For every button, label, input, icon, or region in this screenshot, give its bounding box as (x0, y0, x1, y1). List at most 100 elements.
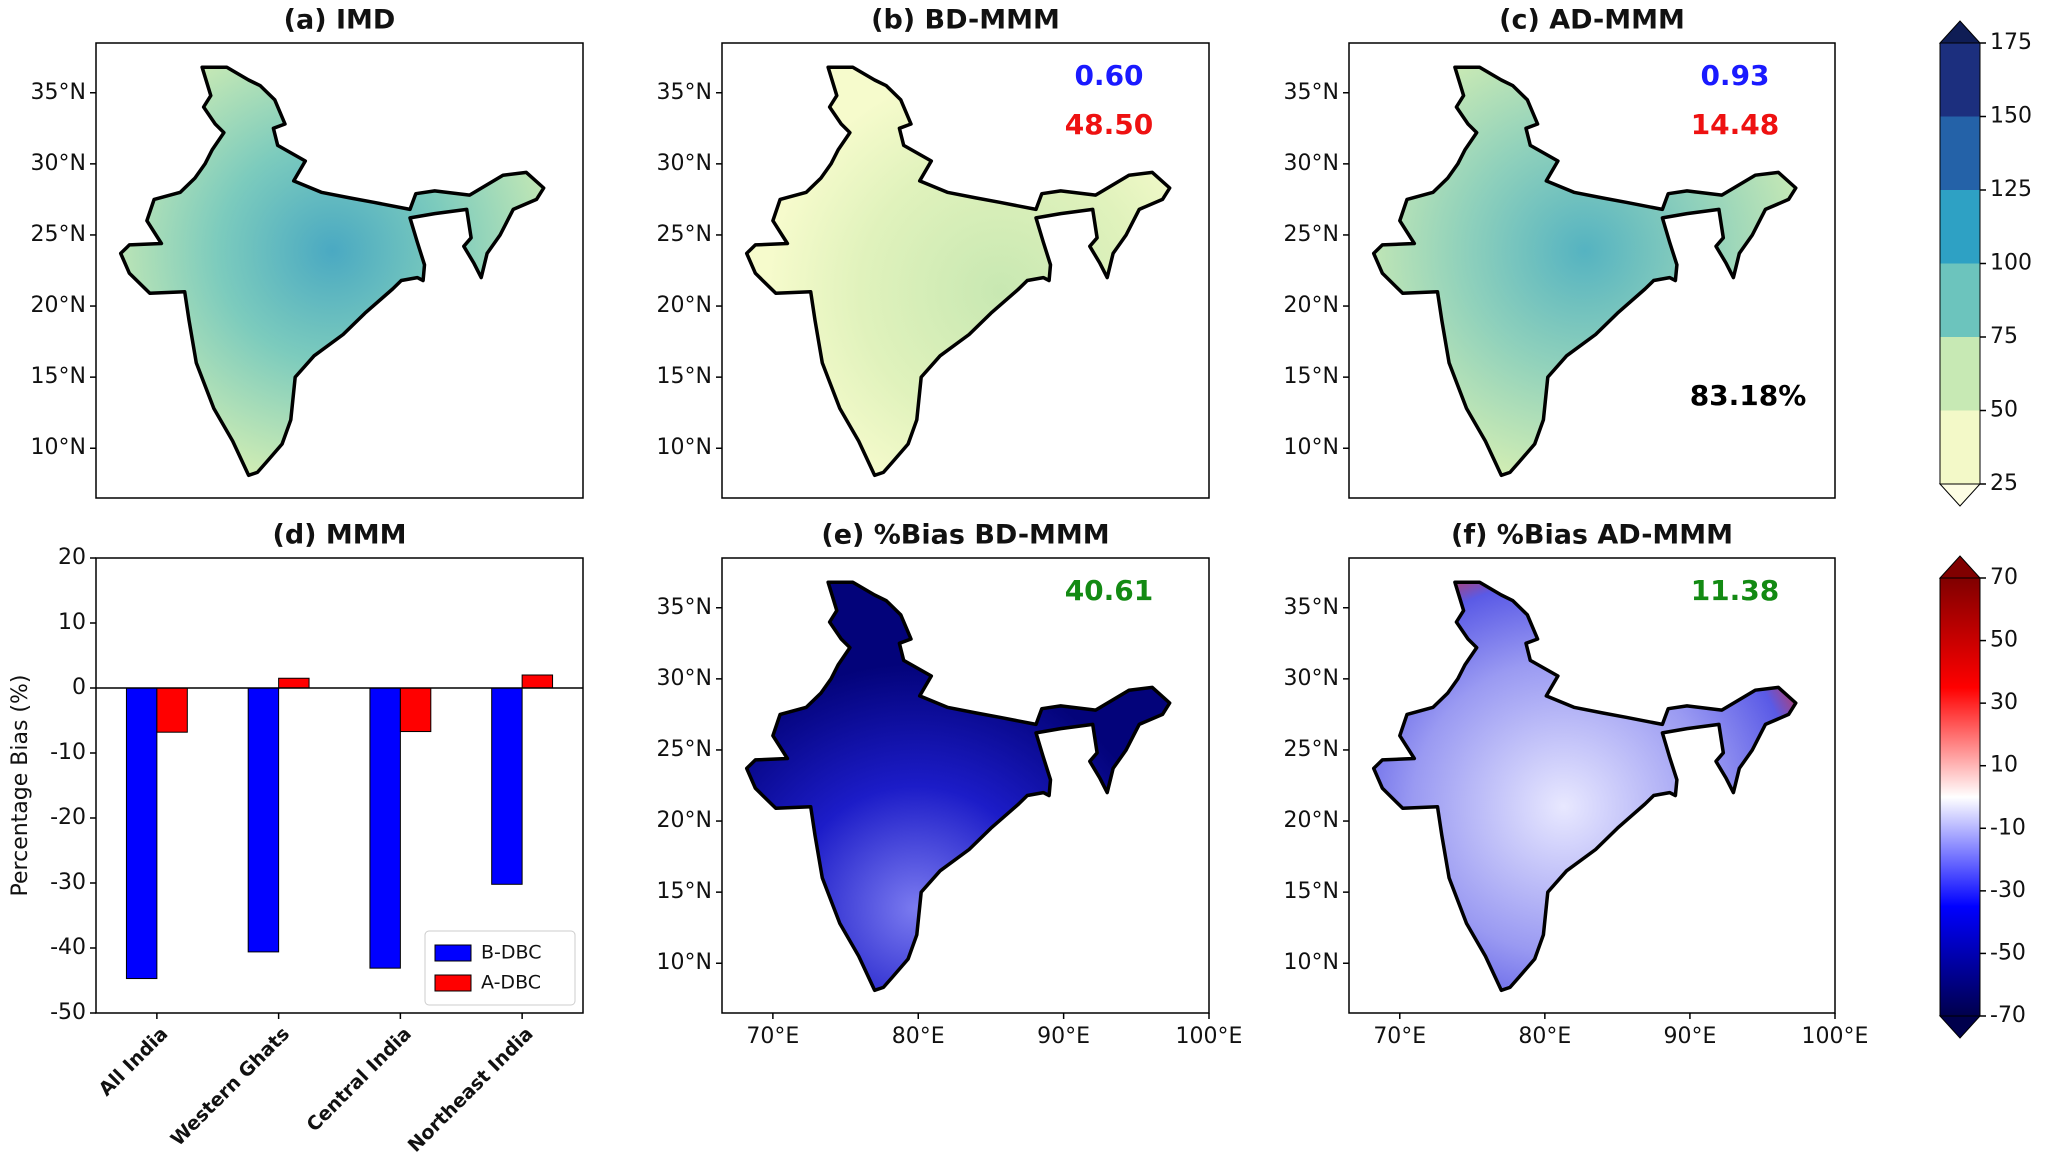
legend-swatch (434, 944, 472, 962)
colorbar-tick-label: 25 (1990, 471, 2018, 496)
bar (399, 687, 432, 733)
axes-frame (721, 42, 1210, 499)
colorbar-tick-label: 175 (1990, 30, 2032, 55)
x-tick-label: Northeast India (404, 1023, 538, 1157)
panel-title: (b) BD-MMM (871, 5, 1060, 36)
colorbar-tick-label: -10 (1990, 815, 2026, 840)
y-tick-label: 20°N (31, 293, 86, 318)
colorbar-extend (1938, 20, 1982, 44)
colorbar-tick-label: 30 (1990, 690, 2018, 715)
colorbar-tick-label: 150 (1990, 104, 2032, 129)
x-tick-label: 70°E (1373, 1024, 1426, 1049)
y-tick-label: 30°N (657, 666, 712, 691)
y-tick-label: 20°N (657, 808, 712, 833)
india-map (744, 580, 1172, 993)
annotation: 83.18% (1690, 379, 1807, 412)
y-tick-label: 35°N (1284, 595, 1339, 620)
annotation: 0.93 (1700, 59, 1769, 92)
x-tick-label: All India (95, 1023, 173, 1101)
colorbar-tick-label: 125 (1990, 177, 2032, 202)
colorbar-tick-label: -70 (1990, 1003, 2026, 1028)
axes-frame (95, 557, 584, 1014)
x-tick-label: 70°E (746, 1024, 799, 1049)
y-tick-label: 20°N (1284, 808, 1339, 833)
bar (125, 687, 158, 980)
india-map (1371, 65, 1798, 478)
panel-title: (f) %Bias AD-MMM (1451, 520, 1733, 551)
y-tick-label: 25°N (1284, 737, 1339, 762)
y-tick-label: 10 (58, 610, 86, 635)
y-tick-label: 30°N (657, 151, 712, 176)
bar (521, 674, 554, 689)
axes-frame (1348, 42, 1836, 499)
bar (491, 687, 523, 885)
bar (369, 687, 401, 969)
colorbar-tick-label: -30 (1990, 878, 2026, 903)
bar (156, 687, 188, 733)
india-map (118, 65, 546, 478)
y-tick-label: 20 (58, 545, 86, 570)
annotation: 0.60 (1074, 59, 1143, 92)
colorbar-tick-label: 70 (1990, 565, 2018, 590)
y-tick-label: 20°N (1284, 293, 1339, 318)
colorbar-tick-label: 10 (1990, 753, 2018, 778)
x-tick-label: 80°E (892, 1024, 945, 1049)
x-tick-label: 80°E (1518, 1024, 1571, 1049)
y-tick-label: 20°N (657, 293, 712, 318)
colorbar-extend (1938, 1015, 1982, 1039)
y-tick-label: -20 (50, 805, 86, 830)
y-tick-label: 15°N (1284, 364, 1339, 389)
panel-title: (c) AD-MMM (1499, 5, 1685, 36)
colorbar-frame (1939, 577, 1981, 1017)
y-tick-label: 10°N (31, 435, 86, 460)
colorbar-extend (1938, 483, 1982, 507)
y-tick-label: 35°N (657, 80, 712, 105)
y-tick-label: 25°N (657, 737, 712, 762)
y-tick-label: 10°N (1284, 950, 1339, 975)
axes-frame (95, 42, 584, 499)
y-tick-label: 0 (72, 675, 86, 700)
y-tick-label: 30°N (1284, 151, 1339, 176)
y-tick-label: 10°N (657, 950, 712, 975)
y-tick-label: 35°N (657, 595, 712, 620)
colorbar-tick-label: 50 (1990, 398, 2018, 423)
y-tick-label: 10°N (1284, 435, 1339, 460)
x-tick-label: 100°E (1176, 1024, 1243, 1049)
y-tick-label: -50 (50, 1000, 86, 1025)
y-tick-label: 15°N (657, 364, 712, 389)
legend-swatch (434, 974, 472, 992)
bar (247, 687, 280, 953)
y-tick-label: 25°N (31, 222, 86, 247)
x-tick-label: 90°E (1663, 1024, 1716, 1049)
colorbar-ramp (1940, 578, 1980, 1016)
y-axis-label: Percentage Bias (%) (8, 675, 33, 897)
y-tick-label: 35°N (1284, 80, 1339, 105)
y-tick-label: 15°N (1284, 879, 1339, 904)
axes-frame (1348, 557, 1836, 1014)
y-tick-label: -10 (50, 740, 86, 765)
bar (278, 677, 310, 689)
panel-title: (e) %Bias BD-MMM (821, 520, 1109, 551)
annotation: 48.50 (1065, 108, 1154, 141)
x-tick-label: Western Ghats (167, 1023, 294, 1150)
x-tick-label: 100°E (1802, 1024, 1869, 1049)
legend-label: B-DBC (481, 942, 542, 964)
y-tick-label: 25°N (657, 222, 712, 247)
india-map (1371, 580, 1798, 993)
y-tick-label: 15°N (657, 879, 712, 904)
annotation: 14.48 (1691, 108, 1780, 141)
y-tick-label: 35°N (31, 80, 86, 105)
y-tick-label: -30 (50, 870, 86, 895)
y-tick-label: 10°N (657, 435, 712, 460)
colorbar-level (1940, 190, 1980, 264)
x-tick-label: Central India (302, 1023, 415, 1136)
india-map (744, 65, 1172, 478)
colorbar-level (1940, 263, 1980, 337)
colorbar-extend (1938, 555, 1982, 579)
colorbar-level (1940, 337, 1980, 411)
colorbar-level (1940, 43, 1980, 117)
colorbar-tick-label: 75 (1990, 324, 2018, 349)
y-tick-label: 25°N (1284, 222, 1339, 247)
annotation: 40.61 (1065, 574, 1154, 607)
colorbar-tick-label: -50 (1990, 940, 2026, 965)
